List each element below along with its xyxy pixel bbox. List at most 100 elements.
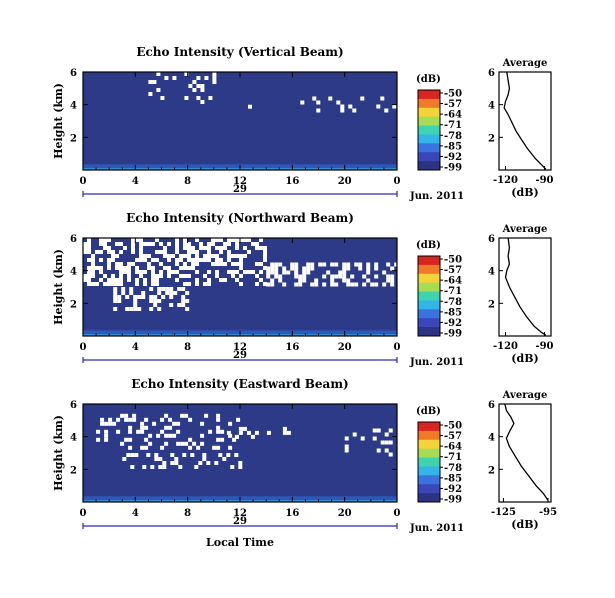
missing-data-cell: [306, 262, 311, 267]
missing-data-cell: [239, 254, 243, 258]
missing-data-cell: [169, 303, 174, 307]
missing-data-cell: [187, 246, 191, 250]
missing-data-cell: [195, 254, 199, 258]
missing-data-cell: [342, 278, 347, 283]
missing-data-cell: [294, 262, 299, 267]
missing-data-cell: [362, 282, 367, 287]
missing-data-cell: [144, 445, 149, 450]
missing-data-cell: [207, 246, 211, 250]
missing-data-cell: [220, 429, 225, 434]
missing-data-cell: [144, 425, 149, 430]
colorbar-segment: [418, 264, 440, 275]
day-label: 29: [233, 516, 247, 527]
missing-data-cell: [124, 437, 129, 442]
missing-data-cell: [161, 287, 166, 291]
colorbar-segment: [418, 493, 440, 503]
missing-data-cell: [156, 433, 161, 438]
missing-data-cell: [171, 270, 175, 274]
missing-data-cell: [121, 291, 126, 295]
missing-data-cell: [160, 96, 165, 100]
missing-data-cell: [286, 430, 291, 435]
missing-data-cell: [158, 465, 163, 469]
average-x-label: (dB): [511, 186, 538, 199]
missing-data-cell: [167, 258, 171, 262]
average-y-tick-label: 6: [488, 234, 495, 245]
missing-data-cell: [155, 238, 159, 242]
missing-data-cell: [228, 445, 233, 450]
missing-data-cell: [215, 262, 219, 266]
missing-data-cell: [180, 413, 185, 418]
missing-data-cell: [366, 262, 371, 267]
missing-data-cell: [87, 274, 91, 278]
missing-data-cell: [128, 417, 133, 422]
x-tick-label: 0: [80, 342, 87, 353]
missing-data-cell: [195, 250, 199, 254]
missing-data-cell: [153, 299, 158, 303]
missing-data-cell: [216, 445, 221, 450]
missing-data-cell: [187, 266, 191, 270]
missing-data-cell: [236, 417, 241, 422]
missing-data-cell: [151, 278, 155, 282]
missing-data-cell: [119, 274, 123, 278]
missing-data-cell: [263, 266, 267, 270]
y-axis-label: Height (km): [52, 415, 65, 491]
missing-data-cell: [174, 457, 179, 461]
missing-data-cell: [388, 440, 393, 445]
missing-data-cell: [338, 270, 343, 275]
missing-data-cell: [380, 440, 385, 445]
missing-data-cell: [146, 453, 151, 457]
colorbar-segment: [418, 422, 440, 432]
missing-data-cell: [107, 250, 111, 254]
missing-data-cell: [111, 282, 115, 286]
missing-data-cell: [235, 246, 239, 250]
missing-data-cell: [119, 250, 123, 254]
missing-data-cell: [83, 242, 87, 246]
missing-data-cell: [208, 96, 213, 100]
missing-data-cell: [286, 270, 291, 275]
missing-data-cell: [175, 250, 179, 254]
colorbar-tick-label: -92: [444, 318, 462, 329]
missing-data-cell: [251, 242, 255, 246]
x-tick-label: 0: [394, 508, 401, 519]
missing-data-cell: [208, 429, 213, 434]
missing-data-cell: [165, 287, 170, 291]
missing-data-cell: [133, 307, 138, 311]
missing-data-cell: [358, 266, 363, 271]
missing-data-cell: [226, 430, 231, 435]
missing-data-cell: [215, 270, 219, 274]
missing-data-cell: [342, 274, 347, 279]
missing-data-cell: [346, 278, 351, 283]
colorbar-tick-label: -50: [444, 255, 462, 266]
missing-data-cell: [113, 299, 118, 303]
missing-data-cell: [200, 100, 205, 104]
missing-data-cell: [278, 262, 283, 267]
missing-data-cell: [164, 76, 169, 80]
missing-data-cell: [167, 242, 171, 246]
missing-data-cell: [129, 287, 134, 291]
missing-data-cell: [215, 246, 219, 250]
missing-data-cell: [153, 303, 158, 307]
missing-data-cell: [128, 445, 133, 450]
y-axis-label: Height (km): [52, 249, 65, 325]
missing-data-cell: [192, 441, 197, 446]
average-frame: [498, 237, 552, 337]
missing-data-cell: [372, 436, 377, 441]
missing-data-cell: [99, 242, 103, 246]
missing-data-cell: [176, 429, 181, 434]
missing-data-cell: [137, 307, 142, 311]
colorbar-tick-label: -57: [444, 431, 462, 442]
panel-title: Echo Intensity (Eastward Beam): [131, 377, 348, 391]
missing-data-cell: [143, 278, 147, 282]
missing-data-cell: [342, 270, 347, 275]
colorbar-segment: [418, 143, 440, 153]
missing-data-cell: [212, 72, 217, 76]
missing-data-cell: [188, 437, 193, 442]
missing-data-cell: [235, 262, 239, 266]
missing-data-cell: [128, 429, 133, 434]
missing-data-cell: [204, 76, 209, 80]
missing-data-cell: [278, 278, 283, 283]
missing-data-cell: [263, 250, 267, 254]
colorbar-segment: [418, 134, 440, 144]
missing-data-cell: [294, 282, 299, 287]
missing-data-cell: [185, 291, 190, 295]
